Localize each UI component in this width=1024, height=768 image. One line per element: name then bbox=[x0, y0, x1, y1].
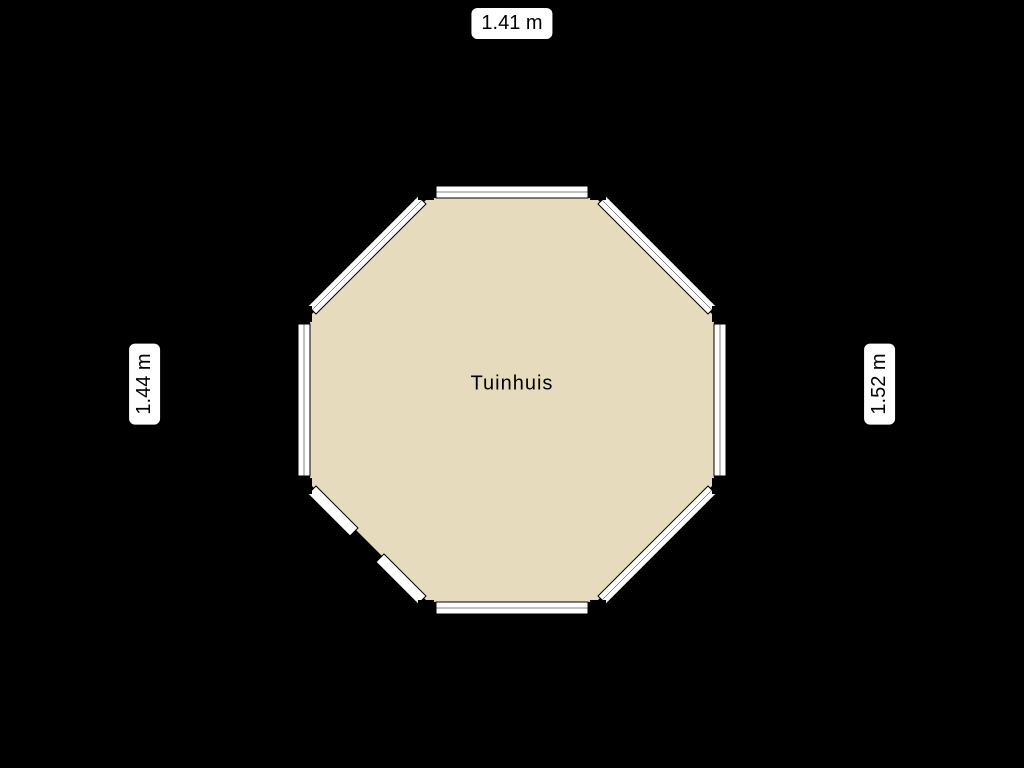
dimension-left: 1.44 m bbox=[129, 343, 160, 424]
room-label: Tuinhuis bbox=[471, 373, 554, 396]
wall-top bbox=[436, 186, 588, 198]
wall-left bbox=[298, 324, 310, 476]
wall-right bbox=[714, 324, 726, 476]
wall-bottom bbox=[436, 602, 588, 614]
floorplan-canvas: 1.41 m 1.44 m 1.52 m Tuinhuis bbox=[0, 0, 1024, 768]
dimension-right: 1.52 m bbox=[864, 343, 895, 424]
dimension-top: 1.41 m bbox=[471, 8, 552, 39]
